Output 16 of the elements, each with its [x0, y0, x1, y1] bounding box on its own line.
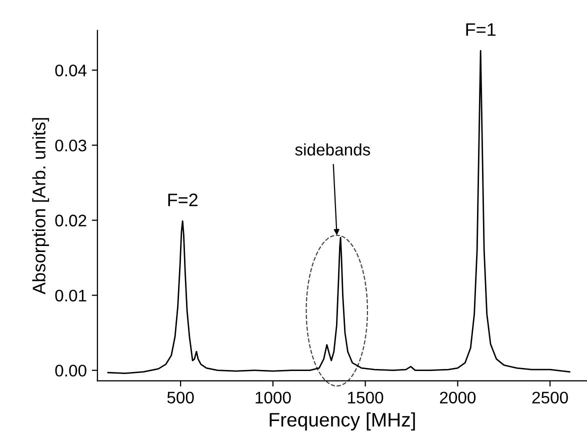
- x-axis-title: Frequency [MHz]: [270, 412, 415, 430]
- y-tick-label: 0.00: [55, 364, 86, 377]
- y-tick-label: 0.02: [55, 214, 86, 226]
- y-tick-label: 0.03: [55, 140, 86, 152]
- annotation: F=2: [168, 194, 198, 206]
- x-tick-label: 2000: [440, 392, 476, 404]
- line-series: [107, 50, 570, 374]
- y-tick-label: 0.01: [55, 290, 86, 302]
- annotation: sidebands: [295, 143, 370, 156]
- x-tick-label: 1000: [256, 392, 291, 404]
- x-tick-label: 2500: [532, 392, 568, 404]
- annotation: F=1: [466, 23, 496, 36]
- y-axis-title: Absorption [Arb. units]: [32, 118, 50, 294]
- y-tick-label: 0.04: [55, 64, 87, 76]
- x-tick-label: 500: [167, 392, 194, 404]
- x-tick-label: 1500: [348, 392, 384, 404]
